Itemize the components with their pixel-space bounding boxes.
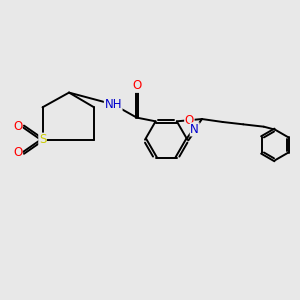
Text: NH: NH (104, 98, 122, 111)
Text: O: O (185, 114, 194, 127)
Text: S: S (39, 133, 46, 146)
Text: N: N (190, 123, 199, 136)
Text: O: O (132, 79, 141, 92)
Text: O: O (13, 120, 22, 133)
Text: O: O (13, 146, 22, 159)
